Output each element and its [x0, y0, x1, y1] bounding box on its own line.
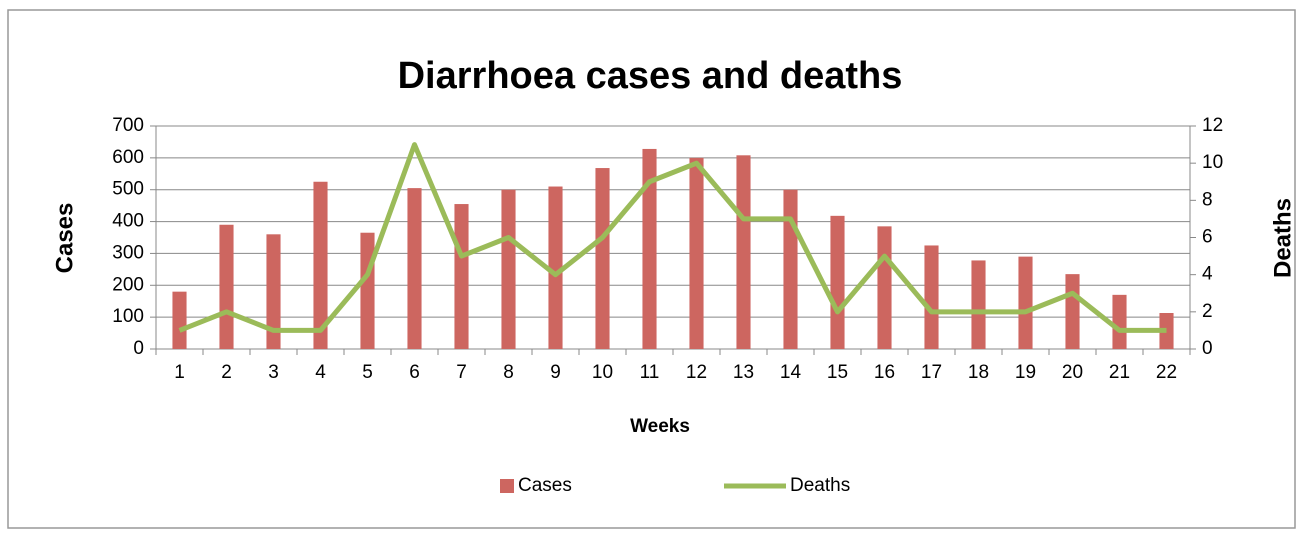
y2-axis-label: Deaths [1269, 198, 1296, 278]
y2-tick-label: 0 [1202, 338, 1213, 359]
y-tick-label: 0 [133, 338, 144, 359]
x-tick-label: 10 [592, 362, 613, 383]
y-tick-label: 600 [112, 147, 144, 168]
x-tick-label: 1 [174, 362, 185, 383]
bar [407, 188, 422, 349]
x-tick-label: 7 [456, 362, 467, 383]
x-tick-label: 4 [315, 362, 326, 383]
bar [219, 224, 234, 349]
x-tick-label: 18 [968, 362, 989, 383]
y-tick-label: 100 [112, 306, 144, 327]
x-tick-label: 17 [921, 362, 942, 383]
bar [1065, 274, 1080, 349]
bar [877, 226, 892, 349]
x-tick-label: 16 [874, 362, 895, 383]
x-tick-label: 11 [640, 362, 660, 383]
bar [1018, 256, 1033, 349]
x-tick-label: 21 [1109, 362, 1130, 383]
x-tick-label: 2 [221, 362, 232, 383]
x-tick-label: 19 [1015, 362, 1036, 383]
y2-tick-label: 6 [1202, 227, 1213, 248]
x-tick-label: 12 [686, 362, 707, 383]
bar [783, 189, 798, 349]
y2-tick-label: 4 [1202, 264, 1213, 285]
x-tick-label: 15 [827, 362, 848, 383]
line [178, 142, 1167, 333]
x-tick-label: 3 [268, 362, 279, 383]
x-tick-label: 14 [780, 362, 802, 383]
bar [1112, 294, 1127, 349]
bar [548, 186, 563, 349]
bar [501, 189, 516, 349]
x-tick-label: 5 [362, 362, 373, 383]
bar [736, 155, 751, 349]
y2-tick-label: 10 [1202, 152, 1223, 173]
bar [454, 204, 469, 349]
x-axis-label: Weeks [630, 416, 690, 437]
bar [924, 245, 939, 349]
bar [360, 232, 375, 349]
bar [172, 291, 187, 349]
x-tick-label: 9 [550, 362, 561, 383]
legend-label: Cases [518, 475, 572, 496]
y-tick-label: 200 [112, 274, 144, 295]
legend-label: Deaths [790, 475, 850, 496]
y-tick-label: 500 [112, 179, 144, 200]
y-tick-label: 400 [112, 211, 144, 232]
bar [266, 234, 281, 349]
legend-swatch [500, 479, 514, 493]
x-tick-label: 22 [1156, 362, 1177, 383]
bar [595, 168, 610, 349]
x-tick-label: 13 [733, 362, 754, 383]
x-tick-label: 20 [1062, 362, 1083, 383]
y-tick-label: 700 [112, 115, 144, 136]
bar [313, 181, 328, 349]
y-axis-label: Cases [51, 203, 78, 274]
y2-tick-label: 8 [1202, 189, 1213, 210]
chart-title: Diarrhoea cases and deaths [398, 55, 903, 97]
bar [689, 157, 704, 349]
y2-tick-label: 12 [1202, 115, 1223, 136]
bar [971, 260, 986, 349]
x-tick-label: 8 [503, 362, 514, 383]
y-tick-label: 300 [112, 242, 144, 263]
bar [830, 215, 845, 349]
x-tick-label: 6 [409, 362, 420, 383]
y2-tick-label: 2 [1202, 301, 1213, 322]
bar [642, 148, 657, 349]
